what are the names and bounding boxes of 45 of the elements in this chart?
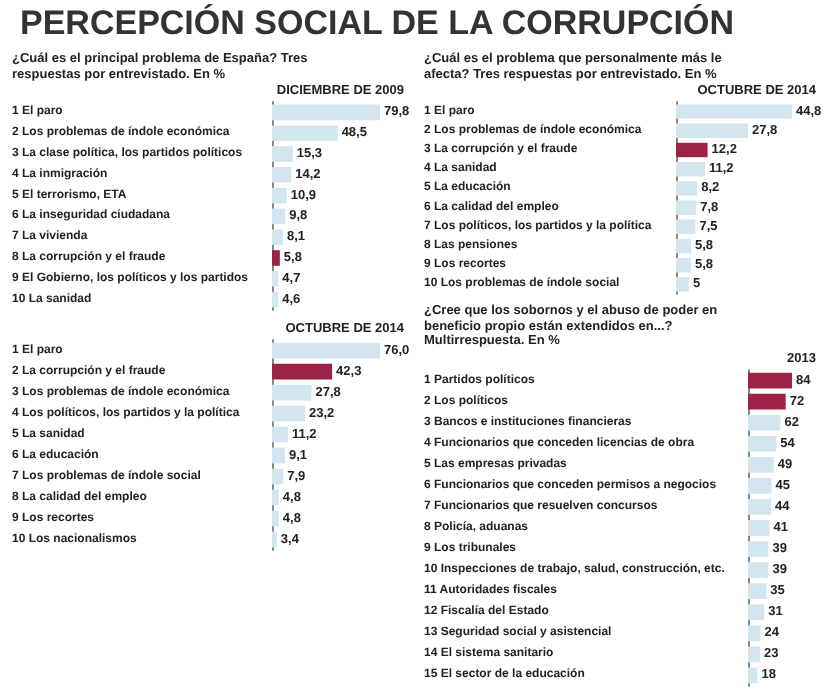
bar: [748, 455, 774, 472]
bar: [748, 498, 772, 514]
bar: [748, 392, 786, 409]
bar: [272, 363, 333, 380]
bar: [272, 468, 284, 485]
bar: [676, 123, 748, 138]
bar: [676, 238, 692, 254]
bar: [748, 519, 770, 535]
bar: [272, 447, 285, 464]
bar: [676, 162, 705, 177]
bar: [676, 219, 696, 234]
bar: [272, 510, 279, 527]
bar: [676, 277, 689, 292]
bar: [272, 271, 279, 287]
bar: [272, 208, 286, 225]
bar: [748, 645, 761, 662]
bar: [272, 384, 312, 401]
bar: [748, 413, 781, 430]
bar: [748, 603, 765, 620]
bar: [272, 250, 280, 266]
bar: [748, 476, 772, 493]
chart-title: PERCEPCIÓN SOCIAL DE LA CORRUPCIÓN: [20, 4, 735, 44]
bar: [748, 371, 792, 388]
bar: [676, 200, 697, 215]
bar: [676, 258, 692, 273]
bar: [272, 187, 287, 204]
bar: [748, 666, 758, 683]
bar: [272, 104, 380, 121]
bar: [272, 342, 380, 359]
bar: [272, 426, 288, 443]
bar: [676, 142, 708, 158]
bar: [272, 405, 305, 422]
bar: [748, 561, 769, 578]
bar: [676, 181, 698, 196]
bar: [748, 582, 767, 599]
bar: [272, 146, 293, 162]
bar: [272, 229, 283, 245]
bar: [272, 167, 292, 183]
bar: [748, 624, 761, 641]
bar: [676, 104, 792, 119]
bar: [272, 291, 279, 308]
bar: [748, 540, 769, 556]
bar: [272, 125, 338, 141]
bar: [748, 434, 777, 451]
bar: [272, 489, 279, 506]
